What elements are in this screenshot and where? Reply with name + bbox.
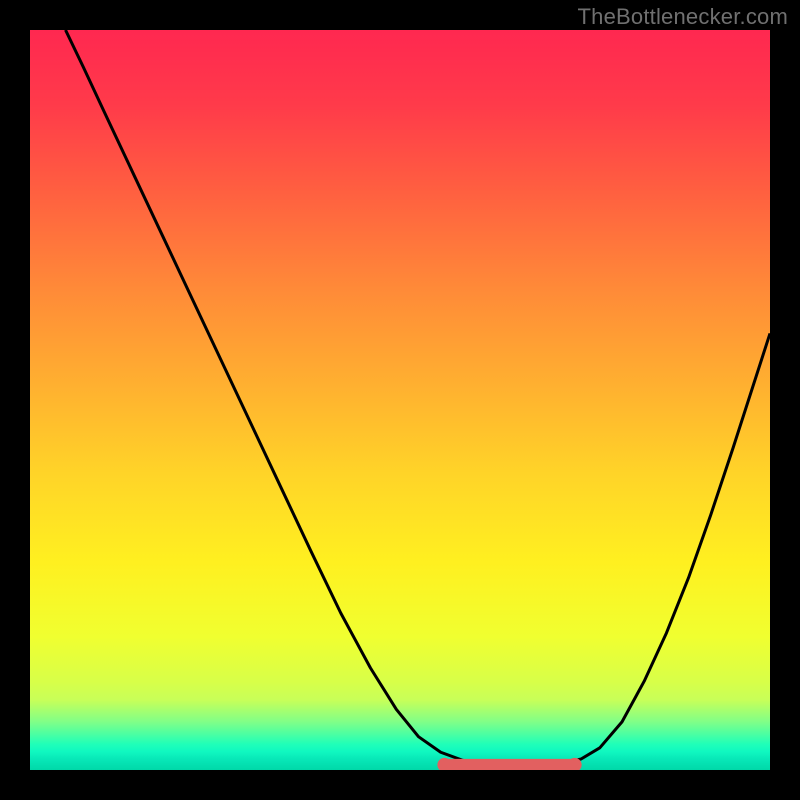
gradient-background (30, 30, 770, 770)
watermark-text: TheBottlenecker.com (578, 4, 788, 30)
chart-svg (30, 30, 770, 770)
figure-root: TheBottlenecker.com (0, 0, 800, 800)
plot-area (30, 30, 770, 770)
